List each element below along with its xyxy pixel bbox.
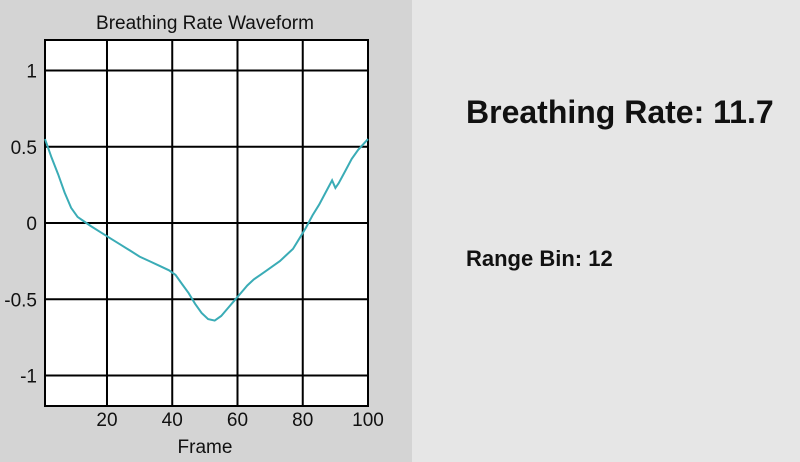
range-bin-readout: Range Bin: 12 bbox=[466, 246, 613, 272]
range-bin-value: 12 bbox=[588, 246, 613, 271]
y-tick-label: -1 bbox=[20, 367, 37, 388]
x-tick-label: 80 bbox=[292, 410, 313, 431]
y-tick-label: -0.5 bbox=[4, 290, 37, 311]
y-tick-label: 0.5 bbox=[11, 138, 37, 159]
y-tick-label: 1 bbox=[26, 62, 37, 83]
grid-lines bbox=[45, 40, 368, 406]
breathing-rate-readout: Breathing Rate: 11.7 bbox=[466, 94, 774, 131]
x-tick-label: 60 bbox=[227, 410, 248, 431]
breathing-rate-value: 11.7 bbox=[713, 94, 774, 130]
series-layer bbox=[44, 138, 369, 322]
x-tick-label: 20 bbox=[96, 410, 117, 431]
status-panel: Breathing Rate: 11.7 Range Bin: 12 bbox=[412, 0, 800, 462]
range-bin-label: Range Bin: bbox=[466, 246, 589, 271]
chart-title: Breathing Rate Waveform bbox=[96, 13, 314, 34]
tick-labels: 20 40 60 80 100 1 0.5 0 -0.5 -1 bbox=[4, 62, 384, 432]
breathing-rate-label: Breathing Rate: bbox=[466, 94, 714, 130]
y-tick-label: 0 bbox=[26, 214, 37, 235]
x-tick-label: 100 bbox=[352, 410, 384, 431]
x-axis-label: Frame bbox=[178, 437, 233, 458]
x-tick-label: 40 bbox=[162, 410, 183, 431]
breathing-waveform-chart: Breathing Rate Waveform 20 40 60 80 100 1 0.5 0… bbox=[4, 13, 384, 458]
waveform-line bbox=[44, 138, 369, 322]
chart-panel: Breathing Rate Waveform 20 40 60 80 100 1 0.5 0… bbox=[0, 0, 412, 462]
